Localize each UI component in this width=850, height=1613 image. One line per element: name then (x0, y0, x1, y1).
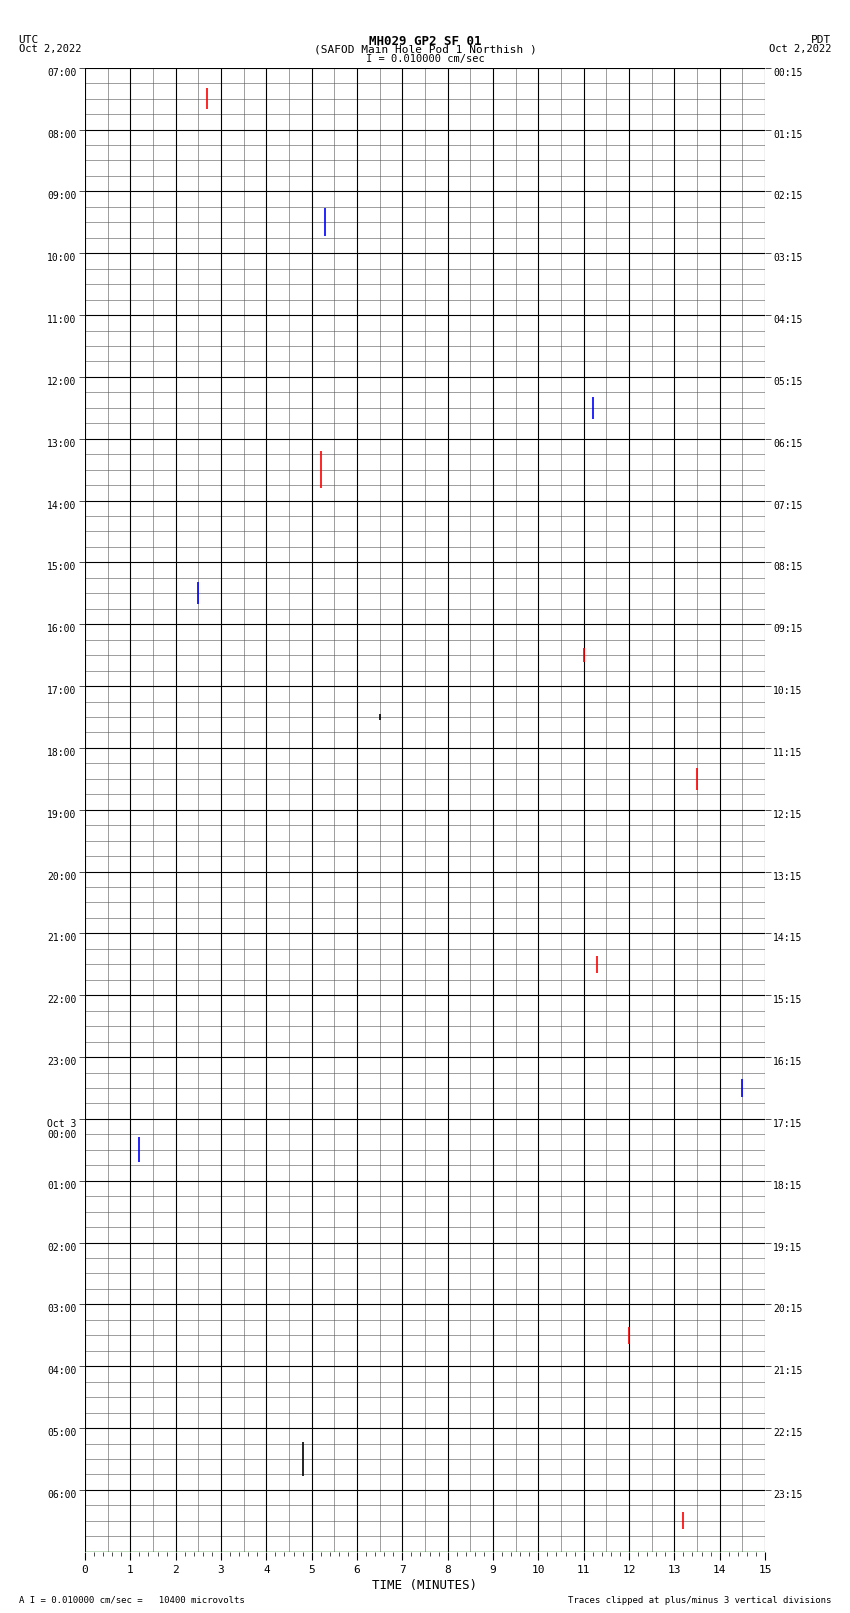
Text: I = 0.010000 cm/sec: I = 0.010000 cm/sec (366, 53, 484, 65)
Text: A I = 0.010000 cm/sec =   10400 microvolts: A I = 0.010000 cm/sec = 10400 microvolts (19, 1595, 245, 1605)
Text: Oct 2,2022: Oct 2,2022 (19, 44, 82, 55)
Text: UTC: UTC (19, 35, 39, 45)
Text: MH029 GP2 SF 01: MH029 GP2 SF 01 (369, 35, 481, 48)
Text: Traces clipped at plus/minus 3 vertical divisions: Traces clipped at plus/minus 3 vertical … (568, 1595, 831, 1605)
X-axis label: TIME (MINUTES): TIME (MINUTES) (372, 1579, 478, 1592)
Text: Oct 2,2022: Oct 2,2022 (768, 44, 831, 55)
Text: (SAFOD Main Hole Pod 1 Northish ): (SAFOD Main Hole Pod 1 Northish ) (314, 44, 536, 55)
Text: PDT: PDT (811, 35, 831, 45)
